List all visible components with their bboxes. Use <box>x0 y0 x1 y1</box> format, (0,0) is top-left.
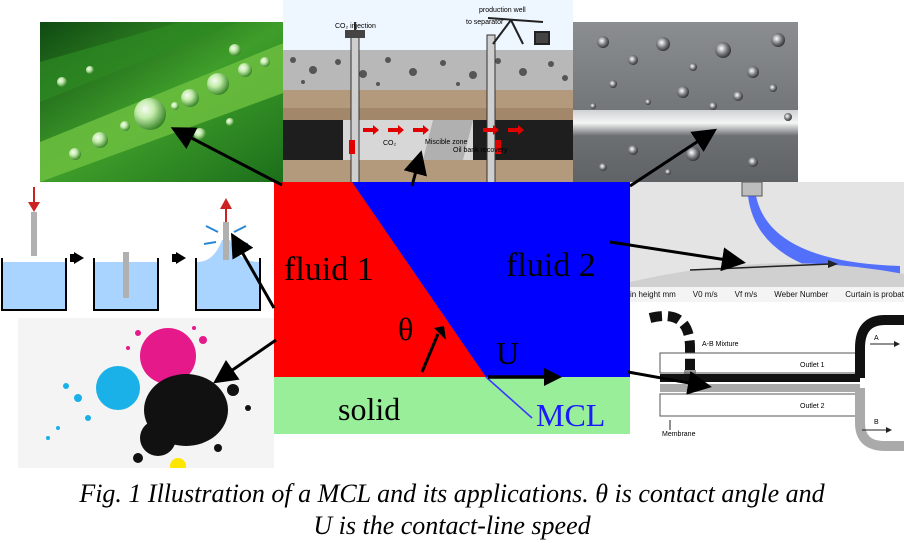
outlet2-label: Outlet 2 <box>800 403 825 410</box>
curtain-header-1: V0 m/s <box>692 290 718 299</box>
curtain-coating-image: in height mm V0 m/s Vf m/s Weber Number … <box>630 182 904 302</box>
caption-line-1: Fig. 1 Illustration of a MCL and its app… <box>79 479 825 508</box>
production-well-label: production well <box>479 7 526 14</box>
oil-bank-label: Oil bank recovery <box>453 147 508 154</box>
figure-caption: Fig. 1 Illustration of a MCL and its app… <box>0 478 904 542</box>
caption-line-2: U is the contact-line speed <box>313 511 591 540</box>
fluid1-region <box>274 182 486 377</box>
to-separator-label: to separator <box>466 19 504 26</box>
theta-arrowhead <box>434 326 446 340</box>
outlet-b-label: B <box>874 419 879 426</box>
ink-splash-image <box>18 318 274 468</box>
theta-arrow <box>420 333 440 373</box>
curtain-header-0: in height mm <box>630 290 676 299</box>
miscible-zone-label: Miscible zone <box>425 139 468 146</box>
solid-label: solid <box>338 391 400 427</box>
curtain-header-4: Curtain is probat <box>845 290 904 299</box>
co2-label: CO₂ <box>383 140 397 147</box>
outlet-a-label: A <box>874 335 879 342</box>
membrane-separator-image: A-B Mixture Outlet 1 Outlet 2 Membrane A… <box>630 308 904 468</box>
curtain-header-2: Vf m/s <box>734 290 758 299</box>
outlet1-label: Outlet 1 <box>800 362 825 369</box>
leaf-droplets-image <box>40 22 286 182</box>
mixture-label: A-B Mixture <box>702 341 739 348</box>
curtain-header-3: Weber Number <box>774 290 829 299</box>
mcl-label: MCL <box>536 397 605 433</box>
theta-label: θ <box>398 311 413 347</box>
fluid2-label: fluid 2 <box>506 247 596 284</box>
solid-region <box>274 377 630 434</box>
membrane-label: Membrane <box>662 431 696 438</box>
co2-injection-label: CO₂ injection <box>335 23 376 30</box>
tube-droplets-image <box>573 22 798 182</box>
mcl-schematic: fluid 1 fluid 2 θ U solid MCL <box>274 182 630 434</box>
speed-arrowhead <box>544 368 562 386</box>
dip-coating-image <box>0 182 274 327</box>
fluid1-label: fluid 1 <box>284 251 374 288</box>
co2-reservoir-image: CO₂ injection production well to separat… <box>283 0 573 185</box>
speed-label: U <box>496 335 519 371</box>
mcl-pointer-line <box>485 376 533 419</box>
